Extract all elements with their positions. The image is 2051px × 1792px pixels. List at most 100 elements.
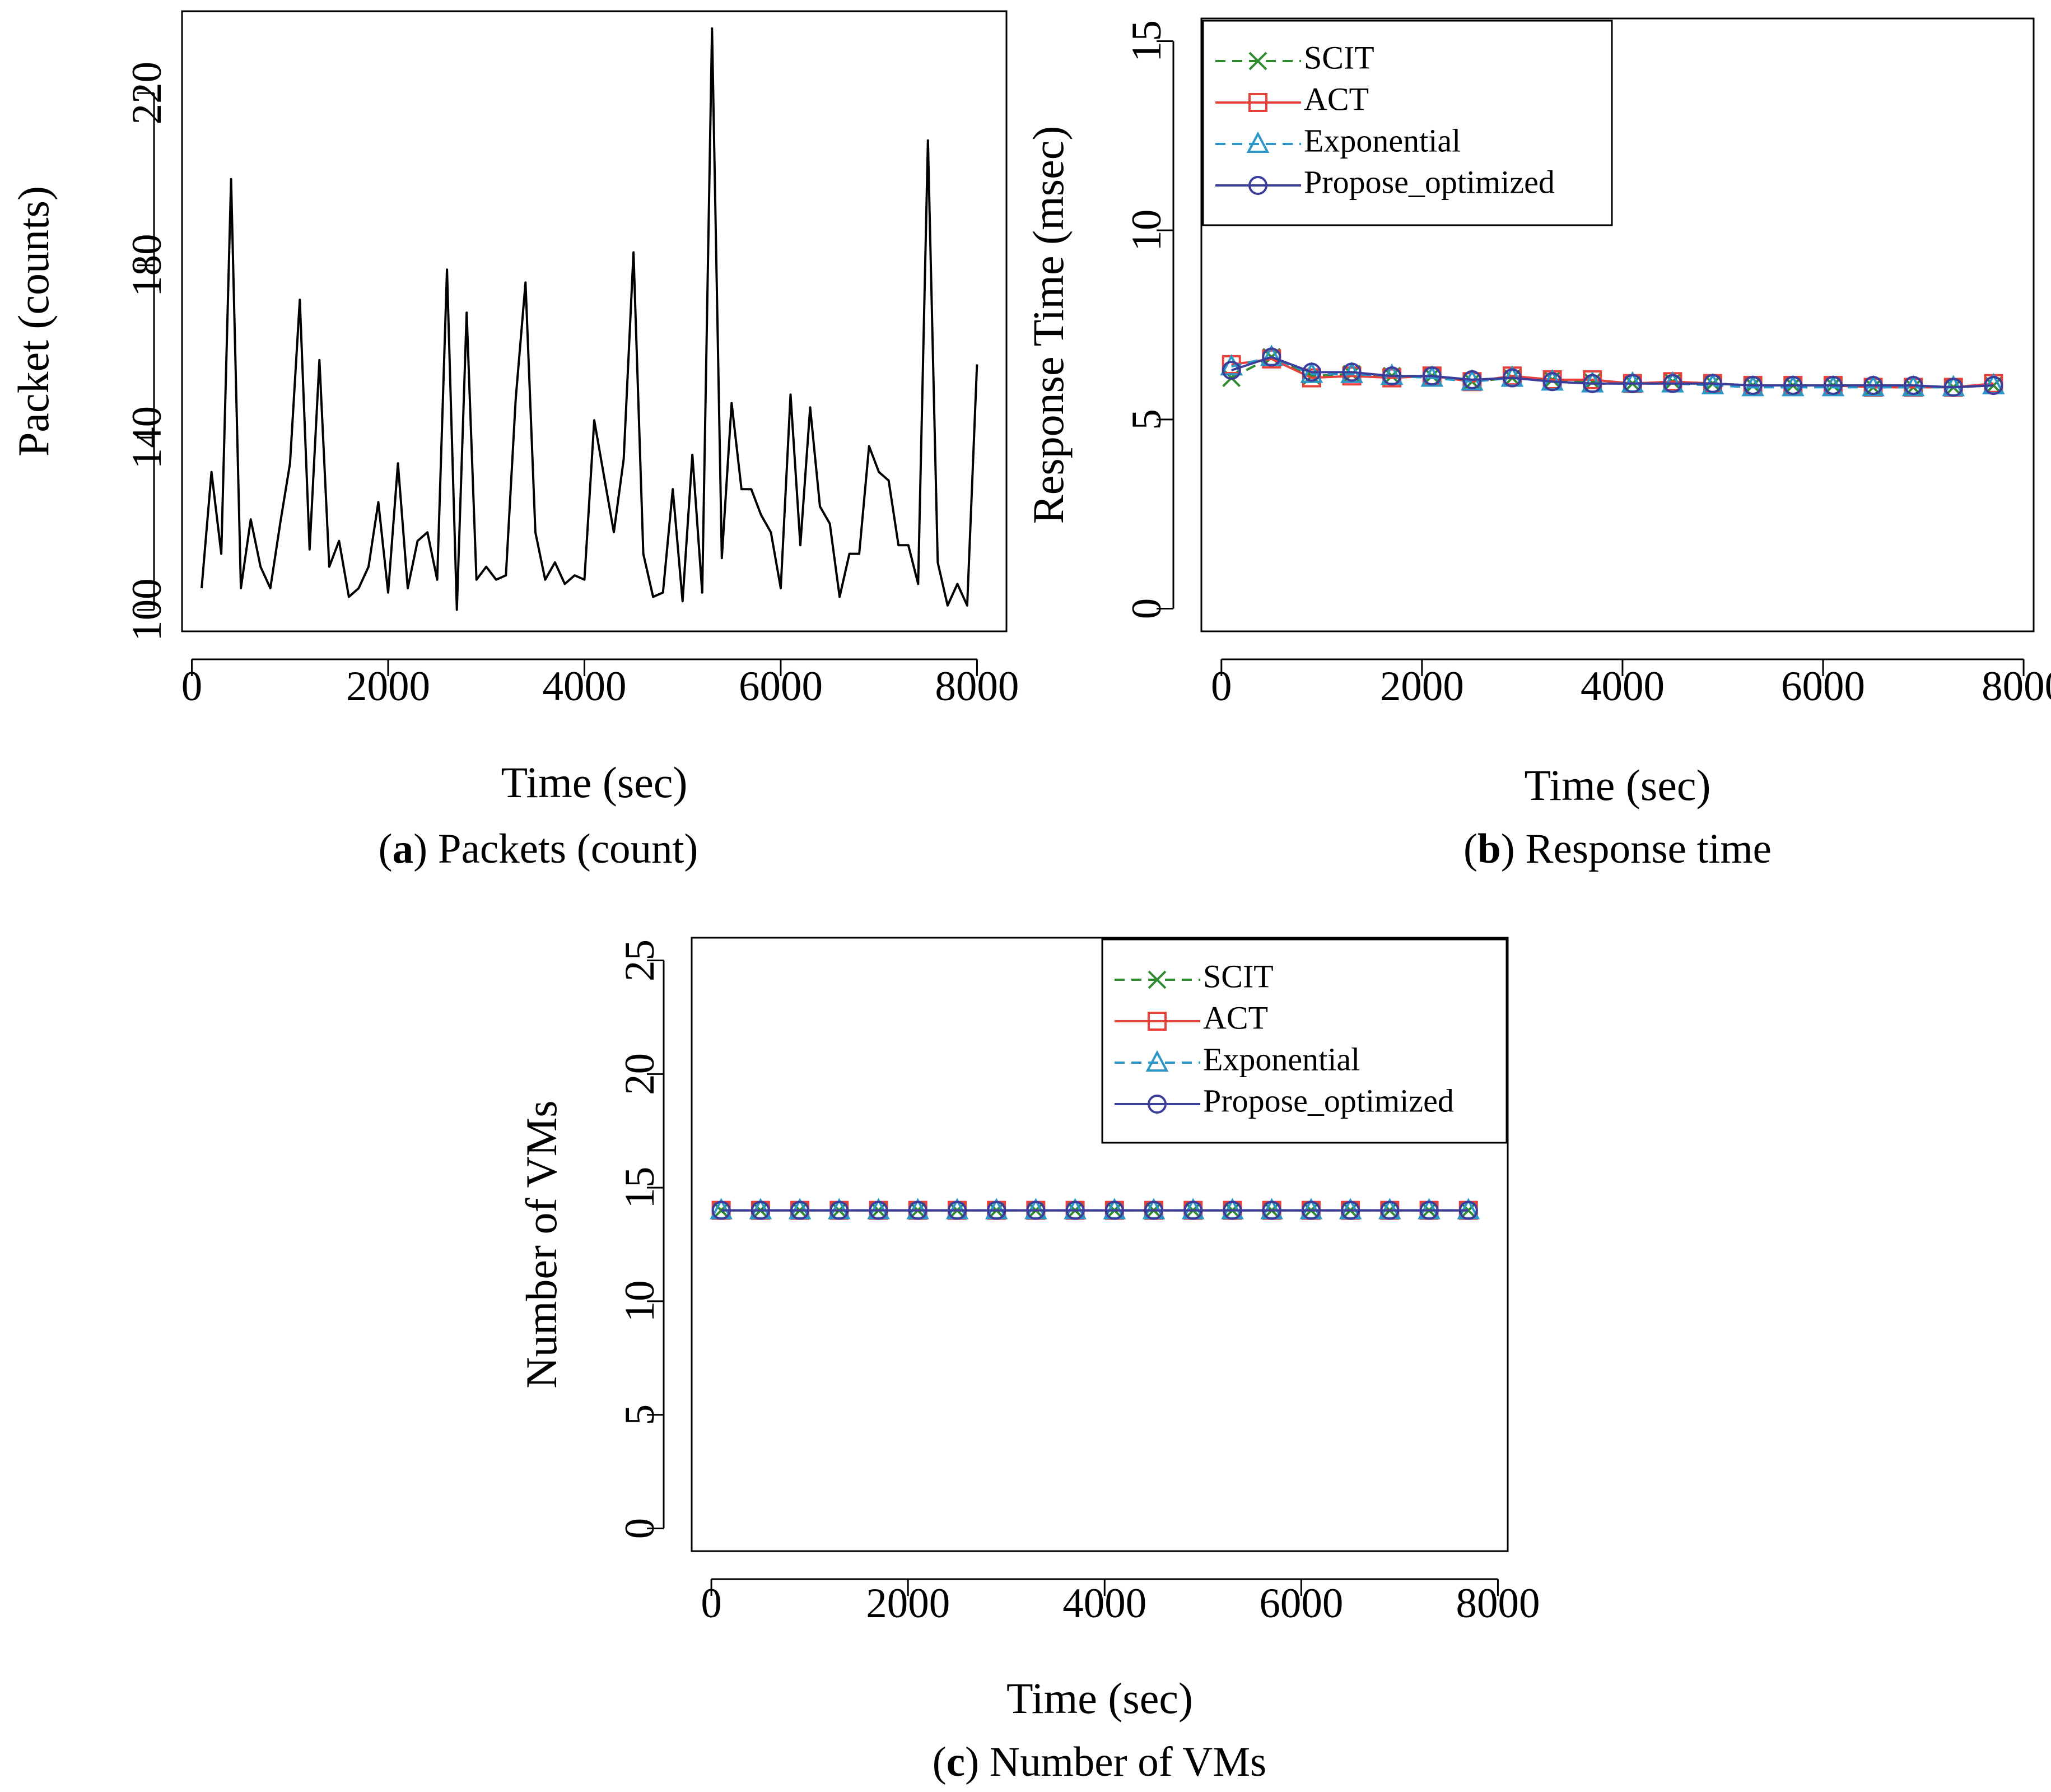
caption-paren: ( (933, 1739, 947, 1785)
series-line-exponential (1231, 356, 1994, 389)
y-tick-label: 5 (617, 1404, 663, 1426)
plot-frame (181, 10, 1008, 632)
data-point-propose_optimized (1380, 1200, 1400, 1220)
legend-marker-exponential (1246, 131, 1270, 153)
y-tick-label: 15 (1124, 20, 1170, 62)
y-axis-label: Packet (counts) (9, 186, 58, 457)
data-point-propose_optimized (1743, 376, 1763, 395)
data-point-propose_optimized (1943, 378, 1963, 397)
chart-c: 0 2000 4000 6000 8000 0 5 10 15 20 25 Time (sec) Num… (517, 937, 1540, 1785)
x-axis-label: Time (sec) (1006, 1674, 1193, 1723)
data-point-exponential (1220, 354, 1243, 376)
data-point-propose_optimized (1262, 1200, 1281, 1220)
legend-label: SCIT (1203, 958, 1274, 994)
x-tick-label: 0 (701, 1580, 722, 1627)
data-point-propose_optimized (1104, 1200, 1124, 1220)
legend: SCIT ACT Exponential Propose_optimized (1101, 938, 1508, 1144)
y-axis-label: Number of VMs (517, 1100, 566, 1388)
x-tick-label: 8000 (1456, 1580, 1540, 1627)
data-point-propose_optimized (1419, 1200, 1439, 1220)
legend-label: SCIT (1304, 39, 1374, 76)
legend-marker-scit (1148, 970, 1167, 989)
data-point-propose_optimized (1904, 376, 1923, 395)
data-point-propose_optimized (947, 1200, 967, 1220)
data-point-propose_optimized (829, 1200, 849, 1220)
legend-marker-propose_optimized (1148, 1095, 1167, 1114)
chart-a: 0 2000 4000 6000 8000 100 140 180 220 Time (sec) P… (9, 10, 1019, 872)
caption-letter: c (947, 1739, 965, 1785)
data-point-propose_optimized (1144, 1200, 1164, 1220)
legend-marker-act (1248, 93, 1267, 112)
data-point-propose_optimized (1783, 376, 1803, 395)
data-point-propose_optimized (1703, 374, 1723, 393)
data-point-propose_optimized (1458, 1200, 1478, 1220)
x-tick-label: 8000 (935, 663, 1019, 710)
y-axis-label: Response Time (msec) (1024, 126, 1073, 524)
legend-label: Exponential (1304, 122, 1461, 159)
x-tick-label: 6000 (739, 663, 823, 710)
x-tick-label: 4000 (542, 663, 626, 710)
y-tick-label: 10 (1124, 210, 1170, 252)
legend: SCIT ACT Exponential Propose_optimized (1202, 20, 1613, 226)
data-point-propose_optimized (987, 1200, 1006, 1220)
y-tick-label: 0 (617, 1518, 663, 1539)
data-point-propose_optimized (1341, 1200, 1360, 1220)
data-point-propose_optimized (1984, 376, 2003, 395)
data-point-propose_optimized (908, 1200, 927, 1220)
data-point-propose_optimized (1583, 374, 1602, 393)
figure-caption: (c) Number of VMs (933, 1739, 1266, 1785)
legend-marker-propose_optimized (1248, 176, 1267, 195)
data-point-propose_optimized (1462, 370, 1482, 389)
caption-letter: a (393, 826, 414, 872)
legend-label: Propose_optimized (1304, 164, 1555, 200)
plot-frame (691, 937, 1509, 1552)
caption-paren: ( (379, 826, 393, 872)
data-point-propose_optimized (1262, 347, 1281, 367)
legend-box (1202, 20, 1613, 226)
x-tick-label: 6000 (1781, 663, 1865, 710)
figure-caption: (b) Response time (1463, 826, 1772, 872)
data-point-propose_optimized (1342, 362, 1362, 382)
data-point-propose_optimized (869, 1200, 888, 1220)
x-tick-label: 6000 (1259, 1580, 1343, 1627)
x-tick-label: 4000 (1062, 1580, 1146, 1627)
x-tick-label: 0 (1211, 663, 1232, 710)
data-point-propose_optimized (1026, 1200, 1046, 1220)
x-tick-label: 2000 (1380, 663, 1464, 710)
caption-paren: ( (1463, 826, 1477, 872)
legend-label: Propose_optimized (1203, 1082, 1454, 1119)
x-tick-label: 8000 (1982, 663, 2051, 710)
x-axis-label: Time (sec) (1525, 761, 1711, 809)
caption-letter: b (1477, 826, 1501, 872)
plot-frame (1200, 17, 2035, 632)
y-tick-label: 220 (124, 62, 170, 125)
y-tick-label: 5 (1124, 409, 1170, 430)
legend-label: ACT (1304, 81, 1369, 117)
x-tick-label: 2000 (346, 663, 430, 710)
y-tick-label: 0 (1124, 598, 1170, 620)
y-tick-label: 180 (124, 234, 170, 297)
y-tick-label: 15 (617, 1167, 663, 1209)
caption-text: ) Response time (1501, 826, 1772, 872)
legend-marker-act (1148, 1012, 1167, 1031)
legend-box (1101, 938, 1508, 1144)
x-tick-label: 2000 (866, 1580, 950, 1627)
y-tick-label: 140 (124, 406, 170, 469)
y-tick-label: 10 (617, 1280, 663, 1322)
x-tick-label: 4000 (1581, 663, 1665, 710)
data-point-propose_optimized (1623, 374, 1642, 393)
data-point-propose_optimized (1422, 366, 1442, 386)
caption-text: ) Number of VMs (965, 1739, 1266, 1785)
data-point-propose_optimized (1065, 1200, 1085, 1220)
data-point-propose_optimized (751, 1200, 770, 1220)
y-tick-label: 20 (617, 1053, 663, 1095)
data-point-propose_optimized (790, 1200, 810, 1220)
data-point-propose_optimized (1302, 362, 1321, 382)
legend-label: Exponential (1203, 1041, 1360, 1077)
data-point-propose_optimized (1823, 376, 1843, 395)
data-point-propose_optimized (1183, 1200, 1203, 1220)
figure-caption: (a) Packets (count) (379, 826, 698, 872)
series-line-propose_optimized (1231, 356, 1994, 389)
chart-b: 0 2000 4000 6000 8000 0 5 10 15 Time (sec) Respons… (1024, 17, 2051, 872)
